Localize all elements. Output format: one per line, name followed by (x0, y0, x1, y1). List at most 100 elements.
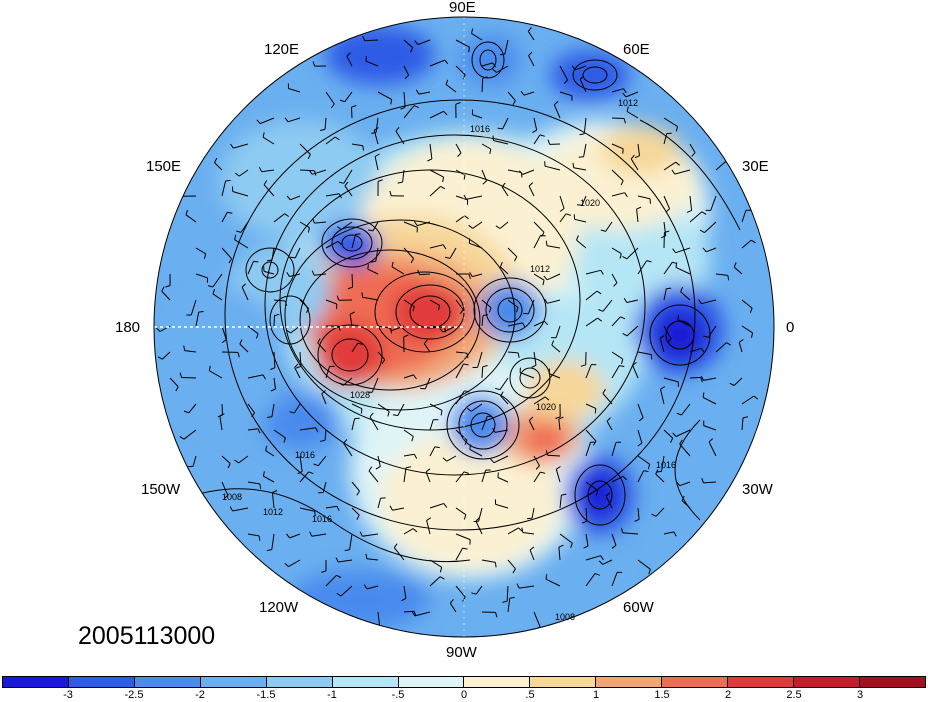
svg-text:1012: 1012 (263, 507, 283, 517)
wind-barb (611, 533, 617, 546)
wind-barb-flag (214, 157, 218, 163)
wind-barb-flag (527, 517, 533, 520)
wind-barb-flag (445, 79, 449, 85)
wind-barb (558, 419, 561, 431)
wind-barb-flag (234, 459, 239, 464)
wind-barb (429, 244, 444, 249)
wind-barb (637, 403, 644, 418)
wind-barb (232, 191, 249, 197)
lon-label-0: 0 (786, 319, 795, 336)
wind-barb (611, 273, 618, 283)
wind-barb (259, 117, 275, 125)
wind-barb (317, 455, 327, 467)
wind-barb (325, 299, 337, 305)
wind-barb (367, 268, 379, 275)
wind-barb-flag (449, 598, 454, 604)
wind-barb-flag (317, 338, 321, 344)
wind-barb (546, 273, 561, 281)
wind-barb-flag (656, 470, 662, 473)
wind-barb (290, 195, 301, 201)
wind-barb (558, 547, 561, 561)
wind-barb-flag (542, 280, 545, 286)
wind-barb (377, 351, 386, 360)
wind-barb (288, 88, 301, 93)
wind-barb (663, 377, 679, 383)
wind-barb-flag (606, 417, 611, 422)
wind-barb (506, 585, 509, 602)
wind-barb (221, 481, 229, 496)
wind-barb (663, 161, 676, 171)
wind-barb (493, 455, 509, 464)
wind-barb-flag (344, 549, 350, 552)
wind-barb (294, 367, 301, 379)
wind-barb (637, 260, 648, 275)
wind-barb (455, 547, 464, 561)
wind-barb-flag (540, 471, 546, 474)
wind-barb-flag (444, 59, 449, 65)
wind-barb (499, 221, 509, 229)
wind-barb (715, 161, 726, 171)
wind-barb (403, 374, 414, 379)
wind-barb-flag (330, 103, 335, 109)
wind-barb-flag (502, 600, 508, 603)
wind-barb (703, 377, 717, 381)
wind-barb-flag (464, 390, 470, 393)
wind-barb (533, 234, 542, 249)
wind-barb-flag (520, 90, 525, 96)
wind-barb-flag (600, 229, 606, 232)
wind-barb-flag (517, 352, 520, 358)
wind-barb (418, 91, 431, 95)
wind-barb-flag (368, 229, 374, 232)
wind-barb (271, 247, 275, 261)
wind-barb (455, 390, 465, 405)
wind-barb-flag (346, 52, 351, 57)
wind-barb-flag (469, 272, 473, 277)
wind-barb (625, 91, 639, 98)
wind-barb (429, 446, 436, 457)
wind-barb (322, 481, 327, 493)
wind-barb (611, 88, 624, 93)
wind-barb (559, 213, 567, 223)
colorbar-cell (596, 677, 663, 687)
wind-barb-flag (267, 259, 273, 262)
wind-barb-flag (622, 475, 627, 481)
wind-barb-flag (259, 483, 262, 489)
wind-barb (449, 247, 457, 259)
wind-barb-flag (708, 438, 714, 443)
wind-barb (546, 245, 561, 249)
wind-barb (289, 533, 301, 539)
wind-barb-flag (655, 469, 659, 475)
wind-barb-flag (512, 100, 516, 106)
wind-barb (500, 395, 509, 405)
wind-barb-flag (395, 126, 400, 132)
wind-barb-flag (501, 182, 506, 188)
wind-barb (161, 290, 171, 301)
wind-barb-flag (420, 387, 426, 390)
wind-barb-flag (671, 169, 676, 175)
wind-barb (663, 221, 667, 236)
wind-barb-flag (320, 439, 326, 442)
colorbar-tick-label: 3 (856, 689, 864, 701)
wind-barb (715, 342, 727, 353)
wind-barb (481, 469, 487, 483)
wind-barb-flag (312, 61, 316, 67)
wind-barb-flag (360, 408, 363, 414)
wind-barb (481, 78, 484, 93)
wind-barb (241, 286, 249, 301)
wind-barb-flag (381, 359, 386, 365)
wind-barb (701, 299, 717, 305)
wind-barb (585, 507, 588, 522)
wind-barb-flag (227, 211, 233, 214)
wind-barb-flag (284, 117, 289, 123)
wind-barb-flag (515, 307, 519, 313)
wind-barb-flag (356, 490, 360, 496)
wind-barb (585, 481, 599, 492)
wind-barb (374, 156, 379, 171)
wind-barb (663, 531, 674, 535)
wind-barb-flag (347, 286, 353, 290)
wind-barb-flag (228, 258, 233, 264)
wind-barb (368, 470, 379, 483)
wind-barb-flag (700, 377, 703, 383)
wind-barb (261, 169, 275, 173)
wind-barb-flag (175, 386, 179, 392)
